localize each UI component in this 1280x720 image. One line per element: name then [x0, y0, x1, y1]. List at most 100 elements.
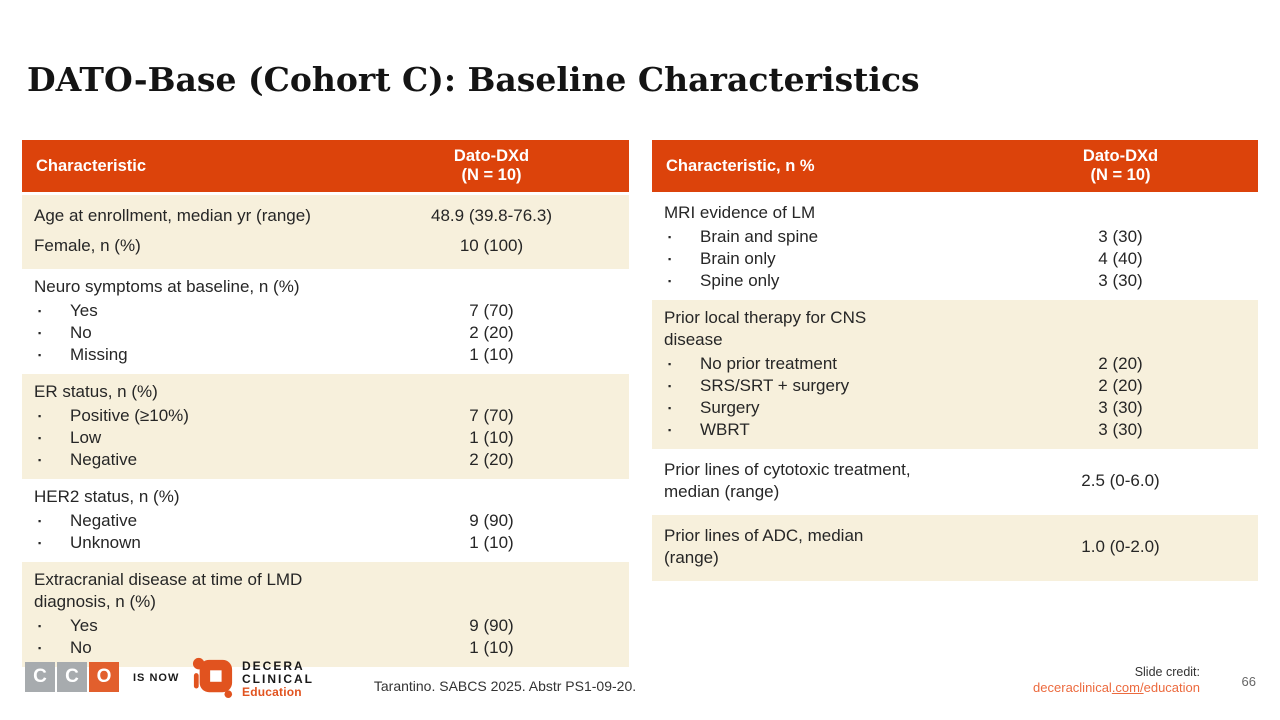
decera-line2: CLINICAL — [242, 672, 314, 686]
bullet-icon: ▪ — [668, 232, 672, 242]
characteristic-label: Negative — [70, 450, 138, 469]
table-subrow: ▪ SRS/SRT + surgery 2 (20) — [652, 375, 1258, 397]
column-header-group: Dato-DXd (N = 10) — [354, 147, 629, 185]
bullet-icon: ▪ — [38, 643, 42, 653]
baseline-table-left: Characteristic Dato-DXd (N = 10) Age at … — [22, 140, 629, 667]
group-n: (N = 10) — [1090, 166, 1151, 184]
value-cell — [354, 486, 629, 508]
characteristic-label: Prior local therapy for CNS disease — [664, 308, 867, 349]
bullet-icon: ▪ — [38, 306, 42, 316]
value-cell — [983, 202, 1258, 224]
slide-credit: Slide credit: deceraclinical.com/educati… — [1033, 665, 1200, 695]
table-section: Neuro symptoms at baseline, n (%) ▪ Yes 7 (… — [22, 269, 629, 374]
column-header-group: Dato-DXd (N = 10) — [983, 147, 1258, 185]
characteristic-label: WBRT — [700, 420, 750, 439]
table-section: MRI evidence of LM ▪ Brain and spine 3 (30)… — [652, 195, 1258, 300]
decera-logo-text: DECERA CLINICAL Education — [242, 660, 314, 699]
table-subrow: ▪ Positive (≥10%) 7 (70) — [22, 405, 629, 427]
page-number: 66 — [1241, 674, 1256, 689]
value-cell: 2 (20) — [1098, 376, 1143, 395]
value-cell: 7 (70) — [469, 301, 514, 320]
characteristic-label: Unknown — [70, 533, 141, 552]
table-body: MRI evidence of LM ▪ Brain and spine 3 (30)… — [652, 195, 1258, 581]
characteristic-label: Extracranial disease at time of LMD diag… — [34, 570, 303, 611]
citation: Tarantino. SABCS 2025. Abstr PS1-09-20. — [373, 678, 637, 694]
bullet-icon: ▪ — [668, 359, 672, 369]
characteristic-label: Prior lines of cytotoxic treatment, medi… — [664, 460, 911, 501]
table-section: Prior lines of cytotoxic treatment, medi… — [652, 449, 1258, 515]
section-title-row: Neuro symptoms at baseline, n (%) — [22, 275, 629, 300]
table-subrow: ▪ Missing 1 (10) — [22, 344, 629, 366]
section-title-row: Prior local therapy for CNS disease — [652, 306, 1258, 353]
value-cell: 1 (10) — [469, 638, 514, 657]
decera-education-label: Education — [242, 685, 302, 699]
value-cell: 7 (70) — [469, 406, 514, 425]
page-title: DATO-Base (Cohort C): Baseline Character… — [27, 60, 920, 99]
slide-credit-label: Slide credit: — [1134, 665, 1200, 679]
characteristic-label: Neuro symptoms at baseline, n (%) — [34, 277, 300, 296]
characteristic-label: Negative — [70, 511, 138, 530]
table-row: Female, n (%) 10 (100) — [22, 231, 629, 261]
slide-credit-link[interactable]: deceraclinical.com/education — [1033, 680, 1200, 695]
table-body: Age at enrollment, median yr (range) 48.9… — [22, 195, 629, 667]
bullet-icon: ▪ — [38, 433, 42, 443]
group-n: (N = 10) — [461, 166, 522, 184]
footer: C C O IS NOW DECERA CLINICAL Education T — [0, 650, 1280, 720]
value-cell: 9 (90) — [469, 511, 514, 530]
cco-logo: C C O — [25, 662, 119, 692]
characteristic-label: MRI evidence of LM — [664, 203, 816, 222]
cco-letter-c2: C — [57, 662, 87, 692]
table-section: Prior lines of ADC, median (range) 1.0 (0… — [652, 515, 1258, 581]
section-title-row: Extracranial disease at time of LMD diag… — [22, 568, 629, 615]
value-cell: 2 (20) — [1098, 354, 1143, 373]
bullet-icon: ▪ — [668, 276, 672, 286]
cco-letter-c1: C — [25, 662, 55, 692]
value-cell — [354, 381, 629, 403]
bullet-icon: ▪ — [38, 350, 42, 360]
value-cell: 10 (100) — [459, 236, 524, 255]
bullet-icon: ▪ — [38, 516, 42, 526]
is-now-label: IS NOW — [133, 672, 180, 684]
characteristic-label: Female, n (%) — [34, 236, 141, 255]
table-section: Age at enrollment, median yr (range) 48.9… — [22, 195, 629, 269]
characteristic-label: Missing — [70, 345, 128, 364]
decera-logo-icon — [192, 656, 234, 703]
table-subrow: ▪ Brain only 4 (40) — [652, 248, 1258, 270]
value-cell: 1 (10) — [469, 345, 514, 364]
characteristic-label: Prior lines of ADC, median (range) — [664, 526, 864, 567]
characteristic-label: Low — [70, 428, 102, 447]
characteristic-label: ER status, n (%) — [34, 382, 158, 401]
table-subrow: ▪ No 2 (20) — [22, 322, 629, 344]
table-subrow: ▪ Surgery 3 (30) — [652, 397, 1258, 419]
bullet-icon: ▪ — [38, 328, 42, 338]
value-cell: 1 (10) — [469, 428, 514, 447]
value-cell: 1.0 (0-2.0) — [1081, 537, 1160, 556]
table-subrow: ▪ Spine only 3 (30) — [652, 270, 1258, 292]
table-subrow: ▪ Negative 9 (90) — [22, 510, 629, 532]
characteristic-label: Surgery — [700, 398, 760, 417]
bullet-icon: ▪ — [668, 254, 672, 264]
bullet-icon: ▪ — [38, 411, 42, 421]
table-subrow: ▪ WBRT 3 (30) — [652, 419, 1258, 441]
section-title-row: HER2 status, n (%) — [22, 485, 629, 510]
value-cell — [983, 307, 1258, 351]
characteristic-label: SRS/SRT + surgery — [700, 376, 850, 395]
group-name: Dato-DXd — [1082, 147, 1159, 165]
characteristic-label: No — [70, 323, 92, 342]
table-subrow: ▪ Yes 9 (90) — [22, 615, 629, 637]
characteristic-label: Positive (≥10%) — [70, 406, 189, 425]
bullet-icon: ▪ — [38, 621, 42, 631]
table-row: Prior lines of ADC, median (range) 1.0 (0… — [652, 521, 1258, 573]
section-title-row: ER status, n (%) — [22, 380, 629, 405]
decera-line1: DECERA — [242, 659, 305, 673]
characteristic-label: No prior treatment — [700, 354, 837, 373]
value-cell: 48.9 (39.8-76.3) — [431, 206, 552, 225]
table-section: Extracranial disease at time of LMD diag… — [22, 562, 629, 667]
value-cell — [354, 276, 629, 298]
characteristic-label: No — [70, 638, 92, 657]
value-cell: 2.5 (0-6.0) — [1081, 471, 1160, 490]
value-cell: 9 (90) — [469, 616, 514, 635]
table-row: Age at enrollment, median yr (range) 48.9… — [22, 201, 629, 231]
table-subrow: ▪ Unknown 1 (10) — [22, 532, 629, 554]
characteristic-label: Yes — [70, 301, 98, 320]
